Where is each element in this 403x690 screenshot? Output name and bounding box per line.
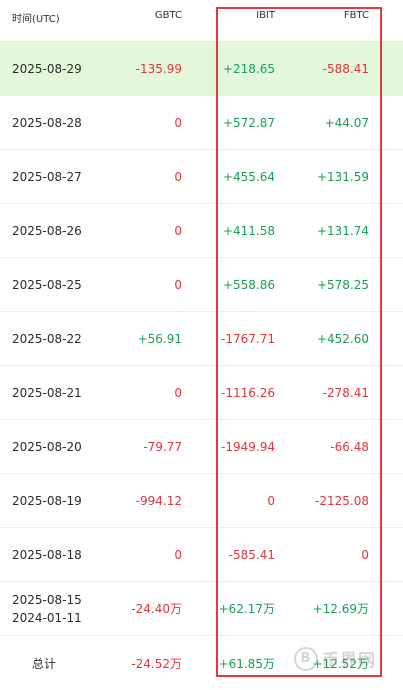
table-row[interactable]: 2025-08-19 -994.12 0 -2125.08 — [0, 474, 403, 528]
table-row[interactable]: 2025-08-21 0 -1116.26 -278.41 — [0, 366, 403, 420]
table-row[interactable]: 2025-08-26 0 +411.58 +131.74 — [0, 204, 403, 258]
row-fbtc-value: +578.25 — [316, 277, 369, 292]
row-gbtc-value: 0 — [174, 223, 182, 238]
table-row[interactable]: 2025-08-29 -135.99 +218.65 -588.41 — [0, 42, 403, 96]
row-gbtc-value: -994.12 — [135, 493, 182, 508]
row-ibit-value: -585.41 — [228, 547, 275, 562]
row-ibit-value: +218.65 — [222, 61, 275, 76]
row-ibit-value: +411.58 — [222, 223, 275, 238]
row-gbtc-value: 0 — [174, 547, 182, 562]
bitcoin-logo-icon: B — [294, 646, 318, 671]
row-fbtc-value: +131.59 — [316, 169, 369, 184]
row-fbtc-value: +44.07 — [324, 115, 369, 130]
row-date: 2025-08-18 — [12, 547, 82, 562]
watermark: B 币界网 — [294, 646, 376, 671]
row-gbtc-value: 0 — [174, 115, 182, 130]
header-date[interactable]: 时间(UTC) — [12, 14, 60, 25]
row-fbtc-value: +452.60 — [316, 331, 369, 346]
row-ibit-value: +558.86 — [222, 277, 275, 292]
row-ibit-value: +572.87 — [222, 115, 275, 130]
row-date: 2025-08-20 — [12, 439, 82, 454]
range-dates: 2025-08-15 2024-01-11 — [12, 582, 82, 635]
row-fbtc-value: -278.41 — [322, 385, 369, 400]
row-date: 2025-08-29 — [12, 61, 82, 76]
row-ibit-value: 0 — [267, 493, 275, 508]
row-gbtc-value: 0 — [174, 169, 182, 184]
header-fbtc[interactable]: FBTC — [343, 10, 369, 21]
table-row[interactable]: 2025-08-18 0 -585.41 0 — [0, 528, 403, 582]
row-fbtc-value: -2125.08 — [315, 493, 369, 508]
row-ibit-value: +455.64 — [222, 169, 275, 184]
range-date-end: 2025-08-15 — [12, 592, 82, 607]
row-gbtc-value: +56.91 — [137, 331, 182, 346]
table-row[interactable]: 2025-08-20 -79.77 -1949.94 -66.48 — [0, 420, 403, 474]
range-fbtc-value: +12.69万 — [312, 602, 369, 616]
row-date: 2025-08-22 — [12, 331, 82, 346]
row-date: 2025-08-19 — [12, 493, 82, 508]
table-row[interactable]: 2025-08-25 0 +558.86 +578.25 — [0, 258, 403, 312]
row-gbtc-value: 0 — [174, 385, 182, 400]
table-row[interactable]: 2025-08-22 +56.91 -1767.71 +452.60 — [0, 312, 403, 366]
row-fbtc-value: 0 — [361, 547, 369, 562]
row-date: 2025-08-21 — [12, 385, 82, 400]
row-date: 2025-08-28 — [12, 115, 82, 130]
row-gbtc-value: -135.99 — [135, 61, 182, 76]
total-fbtc-value: +12.52万 — [312, 656, 369, 671]
row-date: 2025-08-27 — [12, 169, 82, 184]
table-row[interactable]: 2025-08-27 0 +455.64 +131.59 — [0, 150, 403, 204]
table-row-total: 总计 -24.52万 +61.85万 +12.52万 — [0, 636, 403, 690]
row-fbtc-value: +131.74 — [316, 223, 369, 238]
row-fbtc-value: -66.48 — [330, 439, 369, 454]
total-ibit-value: +61.85万 — [218, 656, 275, 671]
row-date: 2025-08-26 — [12, 223, 82, 238]
total-gbtc-value: -24.52万 — [131, 656, 182, 671]
header-ibit[interactable]: IBIT — [256, 10, 275, 21]
row-gbtc-value: -79.77 — [143, 439, 182, 454]
watermark-text: 币界网 — [322, 651, 376, 671]
row-gbtc-value: 0 — [174, 277, 182, 292]
row-ibit-value: -1949.94 — [221, 439, 275, 454]
row-date: 2025-08-25 — [12, 277, 82, 292]
table-row[interactable]: 2025-08-28 0 +572.87 +44.07 — [0, 96, 403, 150]
table-row-range[interactable]: 2025-08-15 2024-01-11 -24.40万 +62.17万 +1… — [0, 582, 403, 636]
range-gbtc-value: -24.40万 — [131, 602, 182, 616]
table-body: 2025-08-29 -135.99 +218.65 -588.41 2025-08-2… — [0, 42, 403, 582]
total-label: 总计 — [32, 656, 57, 671]
row-fbtc-value: -588.41 — [322, 61, 369, 76]
range-ibit-value: +62.17万 — [218, 602, 275, 616]
header-gbtc[interactable]: GBTC — [154, 10, 182, 21]
table-header: 时间(UTC) GBTC IBIT FBTC — [0, 0, 403, 42]
row-ibit-value: -1767.71 — [221, 331, 275, 346]
range-date-start: 2024-01-11 — [12, 610, 82, 625]
row-ibit-value: -1116.26 — [221, 385, 275, 400]
